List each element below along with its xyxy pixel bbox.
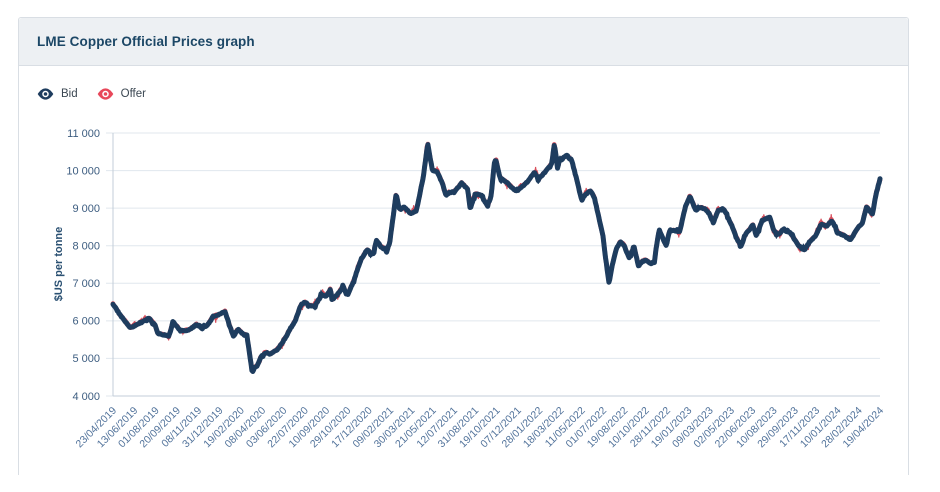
series-lines	[110, 141, 883, 374]
svg-text:10 000: 10 000	[66, 165, 100, 177]
y-axis-title: $US per tonne	[53, 227, 65, 302]
svg-text:6 000: 6 000	[72, 316, 100, 328]
page-title: LME Copper Official Prices graph	[37, 34, 255, 49]
axes	[112, 133, 880, 397]
svg-text:8 000: 8 000	[72, 241, 100, 253]
bid-line-spikes	[112, 144, 881, 373]
legend-label-bid: Bid	[61, 88, 78, 100]
x-axis-labels: 23/04/201913/06/201901/08/201920/09/2019…	[73, 405, 886, 451]
svg-text:4 000: 4 000	[72, 391, 100, 403]
svg-text:5 000: 5 000	[72, 353, 100, 365]
offer-line	[110, 141, 883, 374]
bid-line	[110, 142, 883, 374]
svg-text:11 000: 11 000	[67, 128, 100, 140]
svg-text:7 000: 7 000	[72, 278, 100, 290]
card-header: LME Copper Official Prices graph	[19, 18, 908, 66]
legend-item-offer[interactable]: Offer	[97, 88, 146, 100]
bid-eye-icon	[37, 88, 54, 100]
svg-text:9 000: 9 000	[72, 203, 100, 215]
chart-legend: Bid Offer	[37, 88, 146, 100]
offer-eye-icon	[97, 88, 114, 100]
legend-item-bid[interactable]: Bid	[37, 88, 78, 100]
legend-label-offer: Offer	[120, 88, 146, 100]
offer-line-spikes	[112, 141, 881, 374]
y-axis-labels: 4 000 5 000 6 000 7 000 8 000 9 000 10 000 11 0…	[66, 128, 100, 403]
